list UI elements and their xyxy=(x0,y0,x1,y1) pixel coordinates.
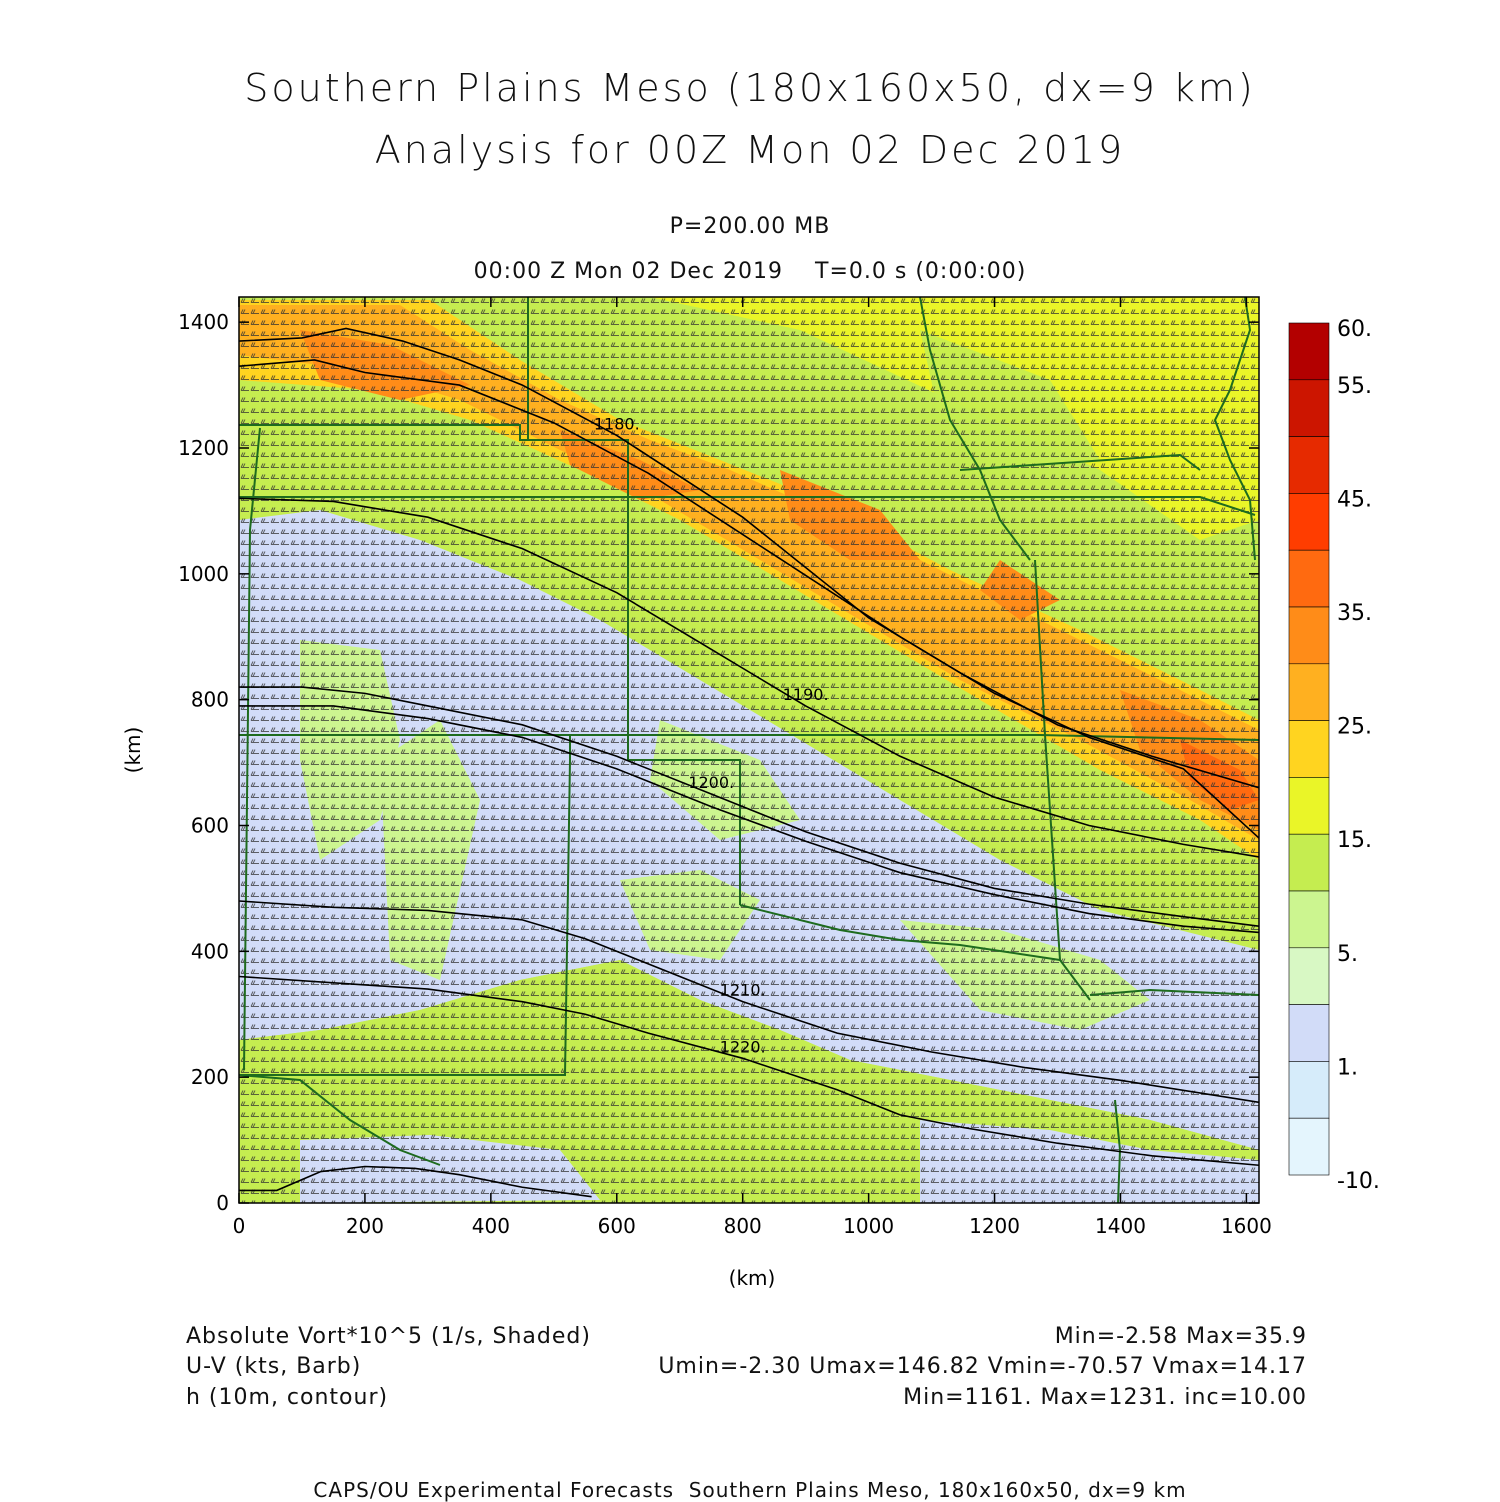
x-tick-label: 200 xyxy=(346,1214,384,1238)
axes: 0 200 400 600 800 1000 1200 1400 1600 0 200 400 600 8… xyxy=(178,297,1272,1238)
colorbar: 60. 55. 45. 35. 25. 15. 5. 1. -10. xyxy=(1288,317,1380,1194)
height-contour xyxy=(239,686,1259,927)
colorbar-swatch xyxy=(1288,947,1330,1005)
colorbar-label: 1. xyxy=(1337,1055,1358,1080)
field3-stats: Min=1161. Max=1231. inc=10.00 xyxy=(903,1385,1307,1410)
x-tick-label: 1000 xyxy=(843,1214,894,1238)
colorbar-swatch xyxy=(1288,1004,1330,1062)
colorbar-label: 60. xyxy=(1337,317,1372,342)
colorbar-swatch xyxy=(1288,436,1330,494)
colorbar-swatch xyxy=(1288,1117,1330,1176)
y-tick-label: 800 xyxy=(191,688,229,712)
field3-label: h (10m, contour) xyxy=(186,1385,389,1410)
colorbar-swatch xyxy=(1288,833,1330,892)
colorbar-swatch xyxy=(1288,322,1330,381)
state-boundaries xyxy=(239,297,1259,1203)
colorbar-swatch xyxy=(1288,663,1330,721)
wind-barbs xyxy=(239,297,1259,1203)
footer-credit: CAPS/OU Experimental Forecasts Southern … xyxy=(313,1478,1187,1502)
contour-label: 1180. xyxy=(594,414,640,433)
colorbar-swatch xyxy=(1288,549,1330,608)
field1-label: Absolute Vort*10^5 (1/s, Shaded) xyxy=(186,1324,591,1349)
x-tick-label: 0 xyxy=(233,1214,246,1238)
y-tick-label: 200 xyxy=(191,1065,229,1089)
height-contour xyxy=(239,327,1259,789)
field2-label: U-V (kts, Barb) xyxy=(186,1354,362,1379)
height-contour xyxy=(239,359,1259,839)
height-contour xyxy=(239,975,1259,1167)
colorbar-swatch xyxy=(1288,493,1330,551)
height-contour xyxy=(239,900,1259,1104)
y-tick-label: 1200 xyxy=(178,436,229,460)
field2-stats: Umin=-2.30 Umax=146.82 Vmin=-70.57 Vmax=… xyxy=(658,1354,1307,1379)
colorbar-label: 25. xyxy=(1337,715,1372,740)
contour-label: 1220. xyxy=(720,1037,766,1056)
height-contours: 1180. 1190. 1200. 1210. 1220. xyxy=(239,327,1259,1198)
x-tick-label: 1400 xyxy=(1095,1214,1146,1238)
x-axis-label: (km) xyxy=(729,1266,776,1290)
x-tick-label: 400 xyxy=(472,1214,510,1238)
height-contour xyxy=(239,1165,592,1198)
x-tick-label: 1600 xyxy=(1221,1214,1272,1238)
y-tick-label: 600 xyxy=(191,814,229,838)
y-tick-label: 1000 xyxy=(178,562,229,586)
colorbar-swatch xyxy=(1288,379,1330,437)
y-tick-label: 400 xyxy=(191,939,229,963)
colorbar-swatch xyxy=(1288,606,1330,665)
chart-subtitle: Analysis for 00Z Mon 02 Dec 2019 xyxy=(374,128,1126,172)
colorbar-label: 45. xyxy=(1337,487,1372,512)
height-contour xyxy=(239,497,1259,858)
y-tick-label: 0 xyxy=(216,1191,229,1215)
colorbar-swatch xyxy=(1288,890,1330,949)
plot-area: 1180. 1190. 1200. 1210. 1220. xyxy=(239,297,1259,1203)
colorbar-swatch xyxy=(1288,1061,1330,1119)
plot-frame xyxy=(238,296,1260,1204)
colorbar-label: 55. xyxy=(1337,374,1372,399)
x-tick-label: 800 xyxy=(724,1214,762,1238)
colorbar-label: 35. xyxy=(1337,601,1372,626)
x-tick-label: 1200 xyxy=(969,1214,1020,1238)
colorbar-label: -10. xyxy=(1337,1169,1380,1194)
field1-stats: Min=-2.58 Max=35.9 xyxy=(1054,1324,1307,1349)
colorbar-swatch xyxy=(1288,777,1330,835)
contour-label: 1210. xyxy=(720,981,766,1000)
contour-label: 1190. xyxy=(783,685,829,704)
colorbar-swatch xyxy=(1288,720,1330,778)
y-tick-label: 1400 xyxy=(178,310,229,334)
valid-time-label: 00:00 Z Mon 02 Dec 2019 T=0.0 s (0:00:00… xyxy=(473,259,1027,284)
x-tick-label: 600 xyxy=(598,1214,636,1238)
height-contour xyxy=(239,705,1259,934)
chart-title: Southern Plains Meso (180x160x50, dx=9 k… xyxy=(244,66,1256,110)
pressure-level-label: P=200.00 MB xyxy=(669,214,831,239)
colorbar-label: 15. xyxy=(1337,828,1372,853)
y-axis-label: (km) xyxy=(121,727,145,774)
contour-label: 1200. xyxy=(688,773,734,792)
colorbar-label: 5. xyxy=(1337,942,1358,967)
